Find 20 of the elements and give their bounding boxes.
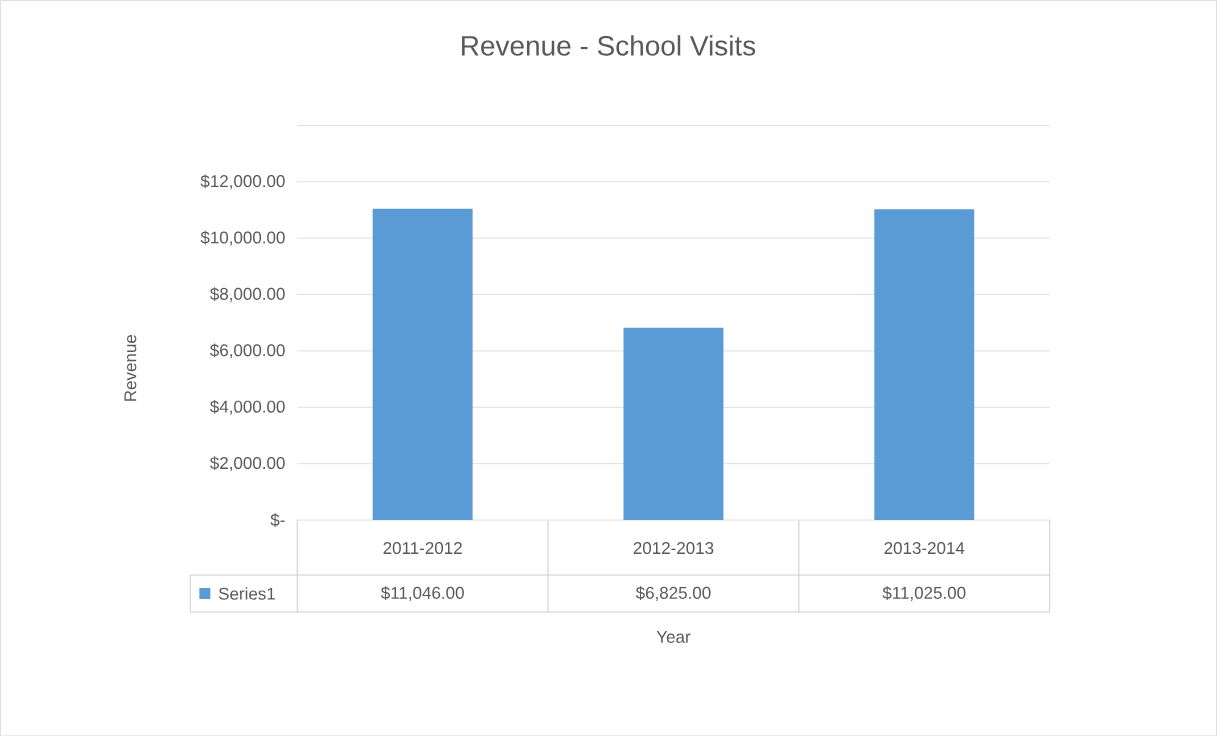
bar bbox=[874, 209, 975, 520]
data-label: $11,025.00 bbox=[882, 585, 966, 601]
y-tick-label: $12,000.00 bbox=[200, 174, 285, 189]
x-tick-label: 2013-2014 bbox=[884, 541, 965, 554]
x-tick-label: 2012-2013 bbox=[633, 541, 714, 554]
y-tick-label: $4,000.00 bbox=[210, 399, 285, 415]
x-axis-title: Year bbox=[656, 630, 691, 643]
y-tick-label: $- bbox=[270, 513, 285, 527]
y-tick-label: $10,000.00 bbox=[200, 230, 285, 246]
y-tick-label: $6,000.00 bbox=[210, 343, 285, 359]
bar bbox=[623, 327, 724, 520]
chart-title: Revenue - School Visits bbox=[462, 34, 756, 56]
data-label: $11,046.00 bbox=[380, 585, 464, 601]
bar bbox=[372, 208, 473, 520]
y-axis-title: Revenue bbox=[124, 334, 137, 401]
y-tick-label: $2,000.00 bbox=[210, 456, 285, 471]
y-tick-label: $8,000.00 bbox=[210, 286, 285, 302]
x-tick-label: 2011-2012 bbox=[383, 541, 462, 554]
data-label: $6,825.00 bbox=[635, 585, 711, 601]
legend-label: Series1 bbox=[218, 587, 275, 600]
